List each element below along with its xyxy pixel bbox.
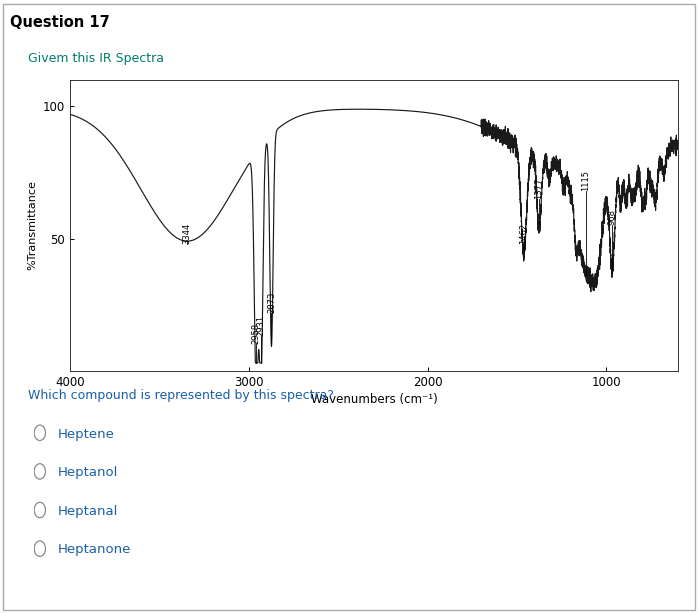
Text: Heptanol: Heptanol (57, 466, 117, 479)
Text: 1115: 1115 (582, 170, 591, 191)
Y-axis label: %Transmittance: %Transmittance (27, 180, 37, 270)
Text: 2873: 2873 (267, 291, 276, 313)
Text: 3344: 3344 (182, 223, 192, 244)
Text: Givem this IR Spectra: Givem this IR Spectra (28, 52, 164, 65)
Text: Heptanal: Heptanal (57, 504, 117, 518)
Text: 2958: 2958 (252, 323, 261, 345)
Text: 2931: 2931 (257, 315, 266, 337)
Text: Which compound is represented by this spectra?: Which compound is represented by this sp… (28, 389, 334, 402)
Text: Heptanone: Heptanone (57, 543, 131, 557)
Text: 968: 968 (607, 209, 617, 226)
X-axis label: Wavenumbers (cm⁻¹): Wavenumbers (cm⁻¹) (310, 393, 438, 406)
Text: Question 17: Question 17 (10, 15, 110, 30)
Text: 1377: 1377 (535, 177, 544, 199)
Text: Heptene: Heptene (57, 427, 114, 441)
Text: 1462: 1462 (519, 223, 528, 244)
